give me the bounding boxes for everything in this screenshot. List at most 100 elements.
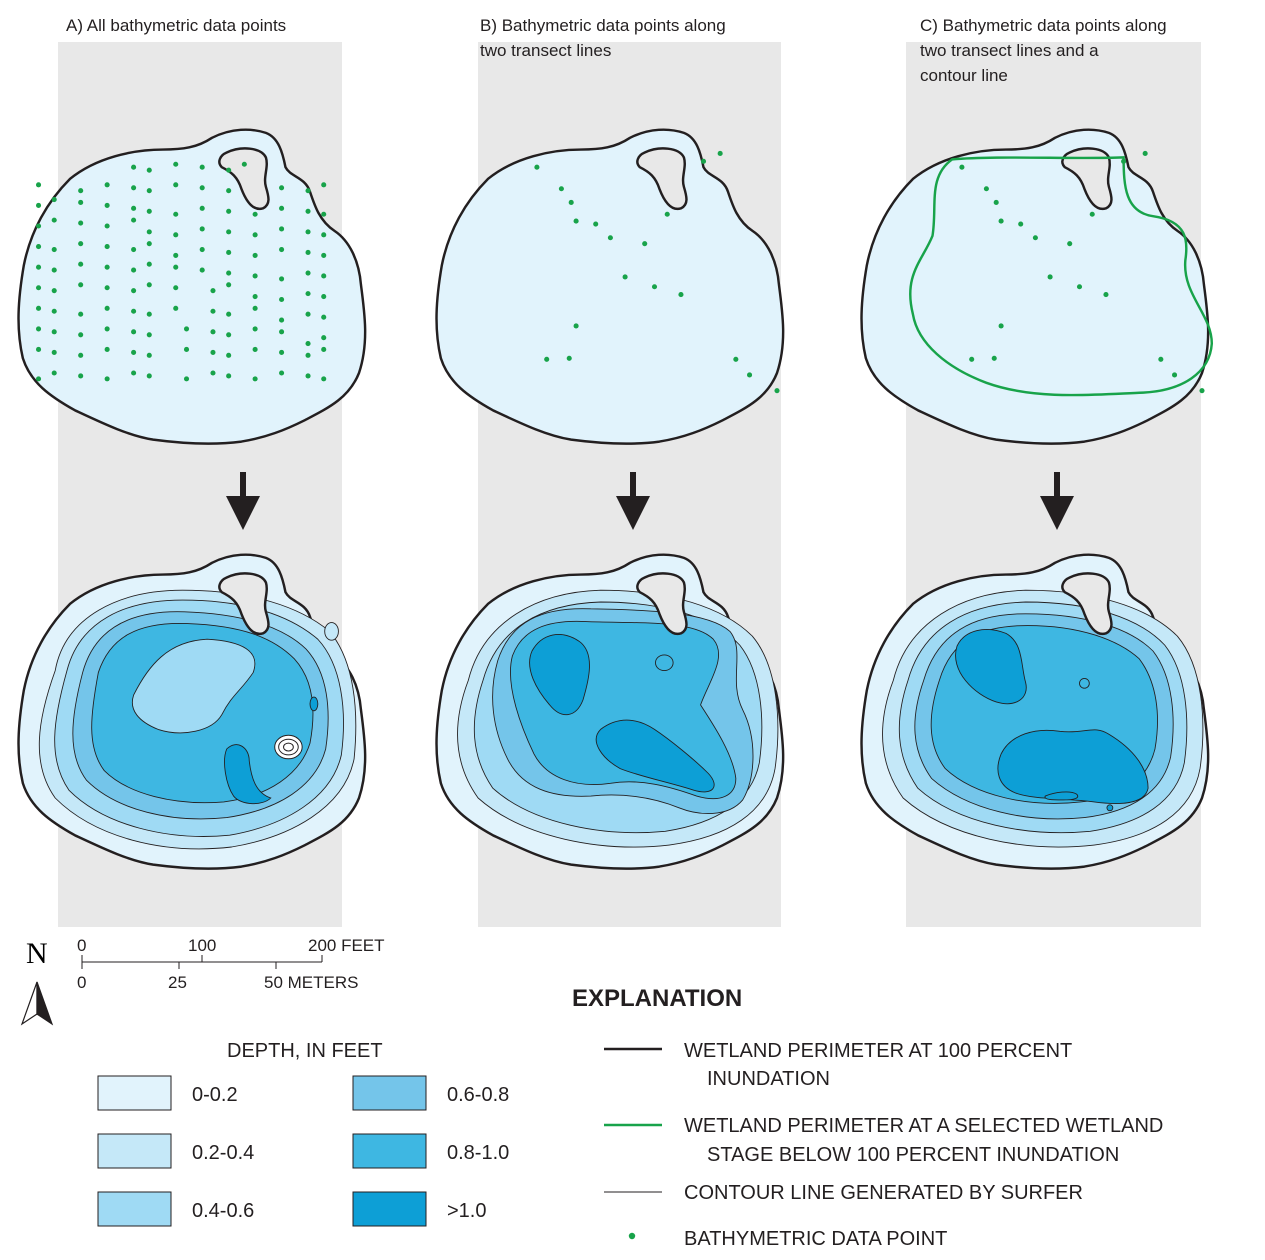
depth-class-label: >1.0 [447,1200,486,1222]
bathymetric-data-point [991,355,997,361]
bathymetric-data-point [279,329,285,335]
bathymetric-data-point [321,376,327,382]
bathymetric-data-point [131,370,137,376]
bathymetric-data-point [1142,150,1148,157]
bathymetric-data-point [717,150,723,157]
bathymetric-data-point [279,246,285,253]
bathymetric-data-point [131,267,137,273]
depth-contour-band [955,629,1027,705]
bathymetric-data-point [279,185,285,191]
bathymetric-data-point [78,352,84,358]
depth-peak-contour [1044,791,1079,801]
panel-a-data-point-map [17,128,367,445]
bathymetric-data-point [146,241,152,247]
bathymetric-data-point [998,323,1004,329]
bathymetric-data-point [173,182,179,188]
bathymetric-data-point [78,311,84,317]
bathymetric-data-point [1121,158,1127,164]
bathymetric-data-point [210,288,216,294]
panel-c-depth-map [860,553,1210,870]
bathymetric-data-point [131,288,137,294]
depth-peak-contour [309,696,319,712]
bathymetric-data-point [146,332,152,338]
bathymetric-data-point [35,182,42,188]
depth-legend-title: DEPTH, IN FEET [227,1040,383,1062]
depth-peak-contour [324,622,339,641]
bathymetric-data-point [78,241,84,247]
bathymetric-data-point [566,355,572,361]
bathymetric-data-point [146,282,152,288]
bathymetric-data-point [969,356,975,362]
bathymetric-data-point [51,308,57,314]
bathymetric-data-point [305,249,311,256]
bathymetric-data-point [183,326,190,332]
bathymetric-data-point [131,308,137,314]
bathymetric-data-point [78,332,84,338]
bathymetric-data-point [131,205,137,211]
bathymetric-data-point [183,346,190,353]
depth-contour-band [997,729,1149,804]
legend-perimeter-100-line2: INUNDATION [707,1068,830,1090]
depth-class-label: 0.6-0.8 [447,1084,509,1106]
depth-class-label: 0-0.2 [192,1084,238,1106]
bathymetric-data-point [199,267,205,273]
explanation-items: WETLAND PERIMETER AT 100 PERCENT INUNDAT… [604,1040,1163,1250]
bathymetric-data-point [279,276,285,282]
bathymetric-data-point [252,232,258,238]
bathymetric-data-point [35,223,42,229]
depth-class-swatch [97,1075,172,1111]
bathymetric-data-point [173,161,179,167]
bathymetric-data-point [241,161,247,167]
bathymetric-data-point [104,264,110,270]
bathymetric-data-point [35,305,42,311]
bathymetric-data-point [146,373,152,379]
bathymetric-data-point [146,188,152,194]
bathymetric-data-point [252,305,258,311]
north-arrow-letter: N [26,937,48,970]
bathymetric-data-point [607,235,613,241]
bathymetric-data-point [199,226,205,232]
bathymetric-data-point [983,186,989,192]
bathymetric-data-point [226,188,232,194]
bathymetric-data-point [35,346,42,353]
bathymetric-data-point [279,296,285,303]
bathymetric-data-point [279,226,285,232]
bathymetric-data-point [279,317,285,323]
bathymetric-data-point [1158,356,1164,362]
bathymetric-data-point [35,326,42,332]
bathymetric-data-point [51,370,57,376]
bathymetric-data-point [993,199,999,206]
bathymetric-data-point [183,376,190,382]
bathymetric-data-point [305,291,311,297]
explanation-title: EXPLANATION [572,985,742,1012]
bathymetric-data-point [146,311,152,317]
scale-meters-25: 25 [168,973,187,992]
panel-c-down-arrow [1040,472,1074,530]
bathymetric-data-point [252,326,258,332]
bathymetric-data-point [226,249,232,256]
bathymetric-data-point [78,220,84,226]
bathymetric-data-point [305,188,311,194]
panel-c-title-line3: contour line [920,66,1008,85]
bathymetric-data-point [1089,211,1095,217]
bathymetric-data-point [78,373,84,379]
bathymetric-data-point [305,229,311,235]
depth-peak-contour [283,742,294,752]
depth-peak-contour [1079,677,1090,689]
bathymetric-data-point [104,244,110,250]
bathymetric-data-point [78,199,84,206]
bathymetric-data-point [210,370,216,376]
scale-feet-200: 200 FEET [308,936,385,955]
bathymetric-data-point [210,308,216,314]
depth-contour-band [529,634,590,716]
legend-data-point: BATHYMETRIC DATA POINT [684,1228,947,1250]
scale-feet-100: 100 [188,936,216,955]
bathymetric-data-point [305,341,311,347]
bathymetric-data-point [1103,292,1109,298]
bathymetric-data-point [573,323,579,329]
bathymetric-data-point [226,229,232,235]
depth-class-label: 0.4-0.6 [192,1200,254,1222]
bathymetric-data-point [199,185,205,191]
panel-a-title: A) All bathymetric data points [66,16,286,35]
bathymetric-data-point [131,349,137,355]
